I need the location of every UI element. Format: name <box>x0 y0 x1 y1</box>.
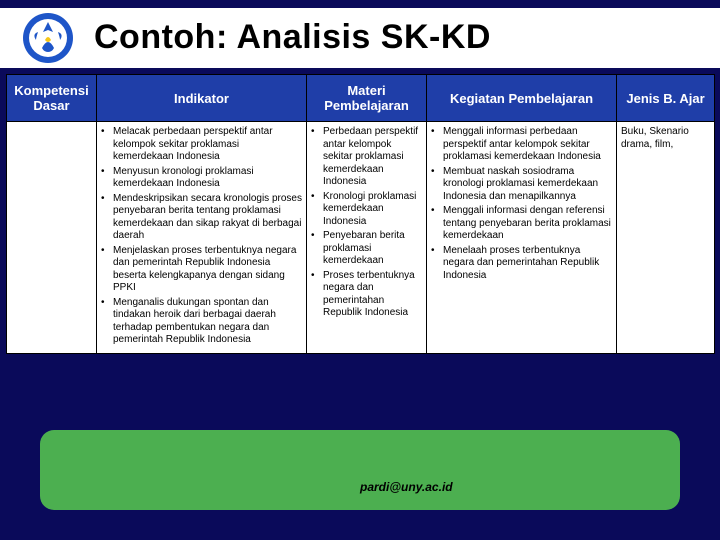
bullet-icon: • <box>101 193 113 243</box>
bullet-icon: • <box>431 126 443 164</box>
bullet-icon: • <box>311 230 323 268</box>
list-item: •Penyebaran berita proklamasi kemerdekaa… <box>311 230 422 268</box>
cell-jenis: Buku, Skenario drama, film, <box>617 122 715 354</box>
analysis-table: Kompetensi Dasar Indikator Materi Pembel… <box>6 74 715 354</box>
list-item: •Mendeskripsikan secara kronologis prose… <box>101 193 302 243</box>
cell-kegiatan: •Menggali informasi perbedaan perspektif… <box>427 122 617 354</box>
list-text: Menjelaskan proses terbentuknya negara d… <box>113 245 302 295</box>
indikator-list: •Melacak perbedaan perspektif antar kelo… <box>101 126 302 347</box>
bullet-icon: • <box>101 126 113 164</box>
list-text: Membuat naskah sosiodrama kronologi prok… <box>443 166 612 204</box>
th-indikator: Indikator <box>97 75 307 122</box>
list-text: Proses terbentuknya negara dan pemerinta… <box>323 270 422 320</box>
list-item: •Menganalis dukungan spontan dan tindaka… <box>101 297 302 347</box>
slide: pardi@uny.ac.id Contoh: Analisis SK-KD K… <box>0 0 720 540</box>
list-item: •Menyusun kronologi proklamasi kemerdeka… <box>101 166 302 191</box>
bullet-icon: • <box>311 191 323 229</box>
bullet-icon: • <box>101 245 113 295</box>
list-text: Menelaah proses terbentuknya negara dan … <box>443 245 612 283</box>
list-item: •Menelaah proses terbentuknya negara dan… <box>431 245 612 283</box>
bullet-icon: • <box>431 205 443 243</box>
list-text: Kronologi proklamasi kemerdekaan Indones… <box>323 191 422 229</box>
list-text: Menggali informasi perbedaan perspektif … <box>443 126 612 164</box>
title-row: Contoh: Analisis SK-KD <box>0 10 720 66</box>
cell-materi: •Perbedaan perspektif antar kelompok sek… <box>307 122 427 354</box>
list-item: •Menggali informasi perbedaan perspektif… <box>431 126 612 164</box>
bullet-icon: • <box>431 245 443 283</box>
table-header: Kompetensi Dasar Indikator Materi Pembel… <box>7 75 715 122</box>
list-item: •Menggali informasi dengan referensi ten… <box>431 205 612 243</box>
footer-green-box <box>40 430 680 510</box>
bullet-icon: • <box>431 166 443 204</box>
bullet-icon: • <box>311 126 323 189</box>
cell-kompetensi-dasar <box>7 122 97 354</box>
tut-wuri-handayani-logo <box>20 10 76 66</box>
materi-list: •Perbedaan perspektif antar kelompok sek… <box>311 126 422 320</box>
logo-svg <box>22 12 74 64</box>
bullet-icon: • <box>311 270 323 320</box>
list-text: Menyusun kronologi proklamasi kemerdekaa… <box>113 166 302 191</box>
th-materi: Materi Pembelajaran <box>307 75 427 122</box>
list-item: •Membuat naskah sosiodrama kronologi pro… <box>431 166 612 204</box>
footer-email: pardi@uny.ac.id <box>360 480 453 494</box>
list-text: Melacak perbedaan perspektif antar kelom… <box>113 126 302 164</box>
th-jenis: Jenis B. Ajar <box>617 75 715 122</box>
th-kegiatan: Kegiatan Pembelajaran <box>427 75 617 122</box>
th-kompetensi-dasar: Kompetensi Dasar <box>7 75 97 122</box>
list-text: Mendeskripsikan secara kronologis proses… <box>113 193 302 243</box>
list-item: •Kronologi proklamasi kemerdekaan Indone… <box>311 191 422 229</box>
table-row: •Melacak perbedaan perspektif antar kelo… <box>7 122 715 354</box>
bullet-icon: • <box>101 166 113 191</box>
slide-title: Contoh: Analisis SK-KD <box>88 18 497 59</box>
list-item: •Menjelaskan proses terbentuknya negara … <box>101 245 302 295</box>
list-text: Menganalis dukungan spontan dan tindakan… <box>113 297 302 347</box>
cell-indikator: •Melacak perbedaan perspektif antar kelo… <box>97 122 307 354</box>
list-item: •Melacak perbedaan perspektif antar kelo… <box>101 126 302 164</box>
list-text: Perbedaan perspektif antar kelompok seki… <box>323 126 422 189</box>
list-text: Menggali informasi dengan referensi tent… <box>443 205 612 243</box>
bullet-icon: • <box>101 297 113 347</box>
kegiatan-list: •Menggali informasi perbedaan perspektif… <box>431 126 612 282</box>
list-item: •Proses terbentuknya negara dan pemerint… <box>311 270 422 320</box>
list-item: •Perbedaan perspektif antar kelompok sek… <box>311 126 422 189</box>
list-text: Penyebaran berita proklamasi kemerdekaan <box>323 230 422 268</box>
